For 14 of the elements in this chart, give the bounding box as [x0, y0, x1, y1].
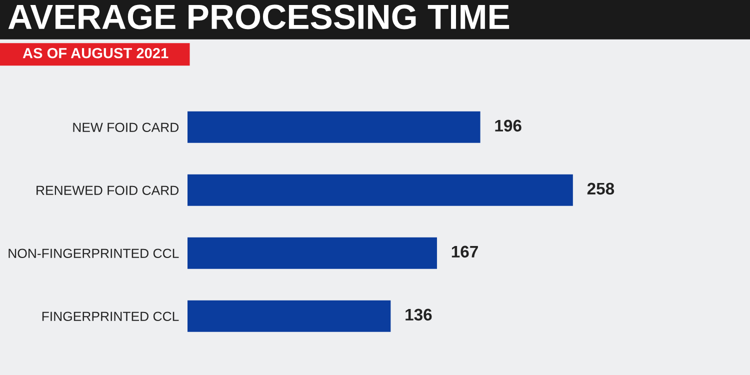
y-tick-label: FINGERPRINTED CCL [42, 312, 179, 322]
bar [188, 300, 391, 332]
data-label: 258 [587, 182, 614, 195]
data-label: 136 [406, 308, 432, 321]
y-tick-label: NEW FOID CARD [73, 122, 179, 132]
bar [188, 237, 437, 269]
bar [188, 111, 480, 143]
y-tick-label: NON-FINGERPRINTED CCL [8, 248, 179, 258]
chart-subtitle: AS OF AUGUST 2021 [22, 48, 168, 58]
chart-title: AVERAGE PROCESSING TIME [8, 4, 510, 30]
data-label: 196 [495, 120, 522, 132]
data-label: 167 [452, 246, 478, 258]
y-tick-label: RENEWED FOID CARD [36, 186, 179, 196]
bar [188, 174, 573, 206]
